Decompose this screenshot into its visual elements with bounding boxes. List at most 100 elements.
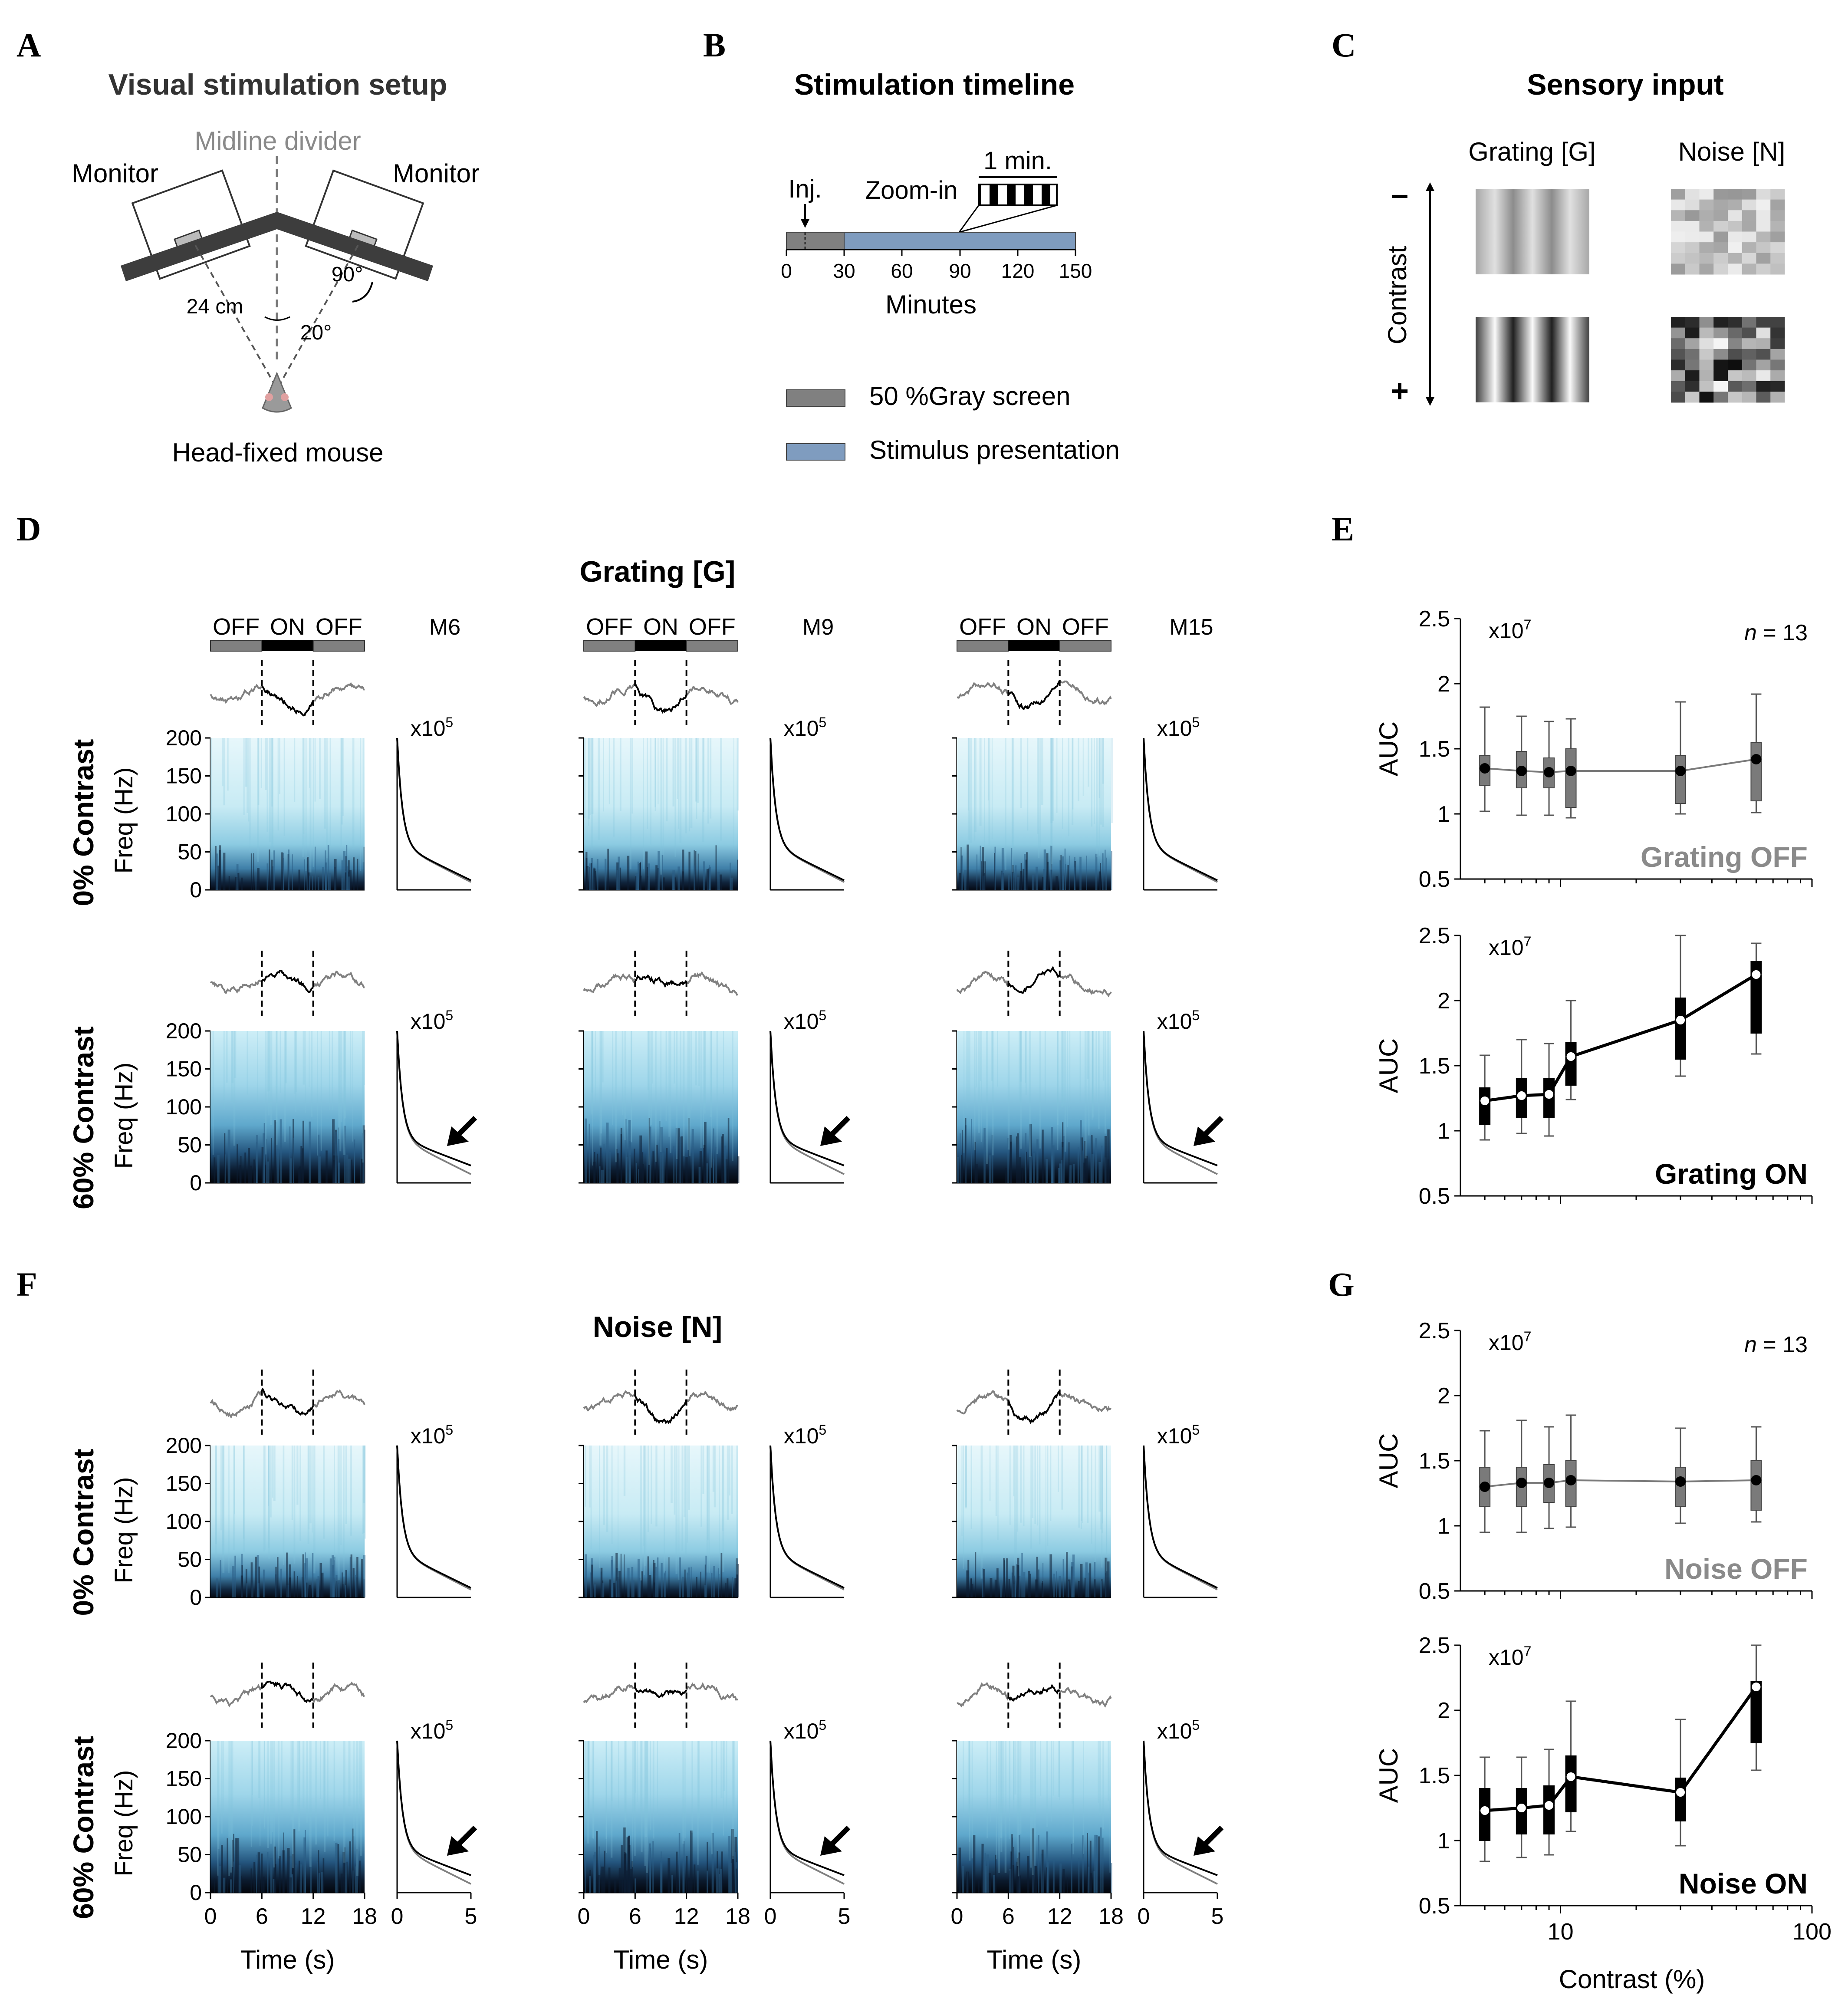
panel-letter-e: E bbox=[1332, 510, 1354, 548]
spectrogram-cell: x105 bbox=[205, 660, 471, 891]
freq-tick-label: 50 bbox=[178, 1133, 202, 1157]
lfp-trace bbox=[685, 1682, 738, 1701]
mouse-id-label: M6 bbox=[429, 615, 460, 640]
panel-letter-g: G bbox=[1328, 1265, 1355, 1303]
noise-pixel bbox=[1713, 349, 1728, 360]
noise-pixel bbox=[1770, 338, 1785, 349]
freq-tick-label: 50 bbox=[178, 840, 202, 864]
arrow-icon bbox=[1194, 1836, 1215, 1856]
noise-pixel bbox=[1685, 381, 1700, 392]
time-tick-label: 6 bbox=[629, 1904, 641, 1929]
median-point bbox=[1751, 1475, 1762, 1485]
noise-pixel bbox=[1770, 231, 1785, 243]
stim-bar-on bbox=[262, 640, 313, 651]
freq-tick-label: 200 bbox=[166, 1019, 202, 1043]
psd-curve bbox=[396, 1740, 471, 1885]
lfp-trace bbox=[261, 685, 314, 717]
noise-pixel bbox=[1742, 392, 1756, 403]
median-point bbox=[1565, 766, 1576, 776]
contrast-tick-label: 10 bbox=[1548, 1919, 1574, 1945]
noise-pixel bbox=[1770, 327, 1785, 339]
stim-bar-label: ON bbox=[643, 614, 678, 640]
spectrogram-y-ticks: 200 150 100 50 0 200 150 100 50 0 200 150 100 50 0 200 1… bbox=[166, 726, 202, 1905]
psd-curve bbox=[1143, 1740, 1218, 1885]
psd-scale-label: x105 bbox=[1157, 1422, 1200, 1448]
grating-low-contrast bbox=[1476, 189, 1589, 274]
arrow-icon bbox=[456, 1116, 477, 1137]
noise-pixel bbox=[1770, 349, 1785, 360]
auc-tick-label: 2.5 bbox=[1419, 1318, 1450, 1344]
series-label: Grating OFF bbox=[1641, 841, 1808, 873]
noise-pixel bbox=[1728, 221, 1743, 232]
lfp-trace bbox=[312, 1389, 365, 1408]
noise-pixel bbox=[1728, 263, 1743, 275]
legend-gray-label: 50 %Gray screen bbox=[869, 382, 1071, 411]
noise-pixel bbox=[1728, 199, 1743, 211]
time-tick-label: 12 bbox=[301, 1904, 326, 1929]
n-label: n = 13 bbox=[1744, 620, 1808, 645]
panel-c-title: Sensory input bbox=[1527, 68, 1723, 101]
noise-pixel bbox=[1756, 199, 1771, 211]
noise-pixel bbox=[1728, 349, 1743, 360]
psd-tick-label: 0 bbox=[764, 1904, 777, 1929]
noise-pixel bbox=[1671, 263, 1686, 275]
noise-pixel bbox=[1756, 210, 1771, 221]
noise-pixel bbox=[1713, 338, 1728, 349]
freq-tick-label: 150 bbox=[166, 764, 202, 788]
noise-pixel bbox=[1756, 231, 1771, 243]
noise-pixel bbox=[1671, 242, 1686, 254]
noise-pixel bbox=[1685, 253, 1700, 264]
lfp-trace bbox=[261, 1680, 314, 1703]
auc-tick-label: 1.5 bbox=[1419, 1763, 1450, 1788]
noise-pixel bbox=[1685, 327, 1700, 339]
noise-pixel bbox=[1671, 221, 1686, 232]
spectrogram-cell: x105 bbox=[205, 1663, 477, 1893]
boxplot-g-top: 2.5 2 1.5 1 0.5 AUC x107 n = 13 Noise OFF bbox=[1374, 1318, 1813, 1604]
median-point bbox=[1565, 1475, 1576, 1485]
noise-pixel bbox=[1756, 263, 1771, 275]
noise-pixel bbox=[1728, 253, 1743, 264]
lfp-trace bbox=[210, 1390, 263, 1419]
legend-gray-swatch bbox=[786, 389, 845, 407]
arrow-icon bbox=[820, 1126, 842, 1146]
median-point bbox=[1480, 1096, 1490, 1106]
spectrogram-cell: x105 bbox=[205, 1370, 471, 1598]
median-point bbox=[1480, 1805, 1490, 1816]
timeline-tick: 120 bbox=[1001, 260, 1035, 282]
noise-pixel bbox=[1699, 210, 1714, 221]
arrow-icon bbox=[447, 1126, 469, 1146]
contrast-plus: + bbox=[1391, 374, 1409, 408]
spectrogram-cell: x105 bbox=[579, 1370, 845, 1598]
row-labels: 0% Contrast 60% Contrast 0% Contrast 60%… bbox=[67, 739, 99, 1919]
auc-ylabel: AUC bbox=[1374, 1038, 1403, 1093]
monitor-right-label: Monitor bbox=[393, 159, 480, 188]
timeline-tick: 150 bbox=[1059, 260, 1092, 282]
noise-pixel bbox=[1770, 189, 1785, 200]
auc-tick-label: 2 bbox=[1437, 988, 1450, 1014]
panel-b-timeline: Stimulation timeline Inj. Zoom-in 1 min.… bbox=[781, 68, 1120, 464]
freq-ylabels: Freq (Hz) Freq (Hz) Freq (Hz) Freq (Hz) bbox=[110, 767, 138, 1877]
col-grating-label: Grating [G] bbox=[1468, 137, 1595, 166]
noise-pixel bbox=[1756, 370, 1771, 382]
freq-tick-label: 200 bbox=[166, 1729, 202, 1753]
boxplot-g-bottom: 2.5 2 1.5 1 0.5 AUC x107 Noise ON 10 100 bbox=[1374, 1633, 1832, 1945]
median-point bbox=[1480, 763, 1490, 774]
noise-pixel bbox=[1756, 338, 1771, 349]
lfp-trace bbox=[583, 1390, 636, 1412]
spectrogram-cell: x105 bbox=[205, 951, 477, 1184]
panel-b-title: Stimulation timeline bbox=[794, 68, 1075, 101]
median-point bbox=[1565, 1772, 1576, 1782]
arrow-icon bbox=[1202, 1825, 1224, 1847]
lfp-trace bbox=[1008, 1683, 1061, 1702]
noise-pixel bbox=[1728, 338, 1743, 349]
spectrogram-cell: x105 bbox=[952, 951, 1224, 1184]
lfp-trace bbox=[635, 974, 687, 988]
noise-pixel bbox=[1728, 210, 1743, 221]
stim-bars: OFF ON OFF M6 OFF ON OFF M9 OFF ON OFF M15 bbox=[210, 614, 1213, 652]
noise-pixel bbox=[1742, 381, 1756, 392]
noise-pixel bbox=[1699, 221, 1714, 232]
median-point bbox=[1544, 1089, 1555, 1100]
noise-pixel bbox=[1713, 263, 1728, 275]
angle-90-arc bbox=[352, 282, 373, 303]
noise-pixel bbox=[1756, 327, 1771, 339]
